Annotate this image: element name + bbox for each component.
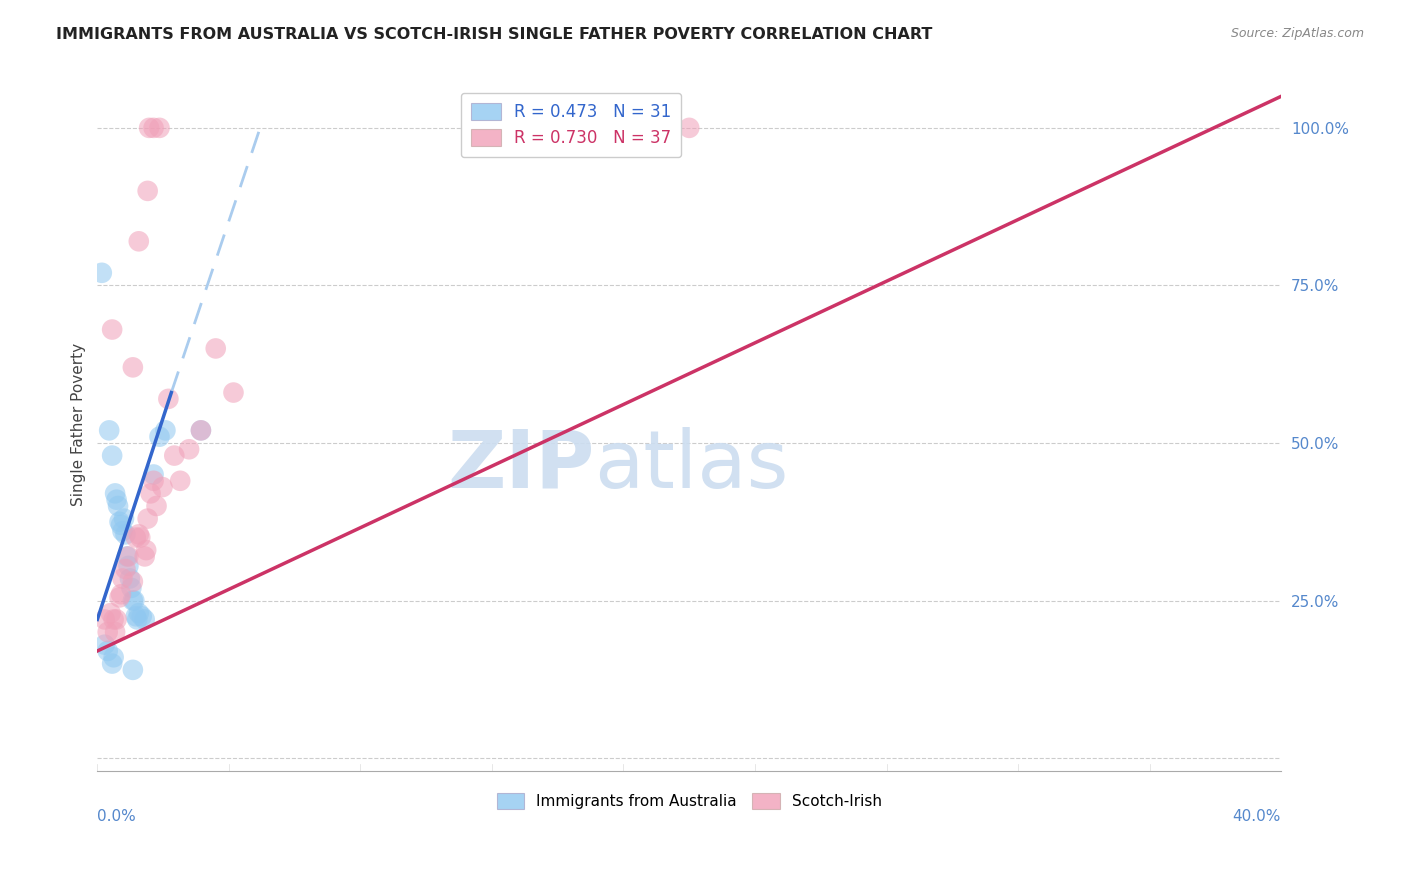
Point bbox=[103, 650, 125, 665]
Text: 0.0%: 0.0% bbox=[97, 809, 136, 824]
Point bbox=[108, 591, 131, 605]
Point bbox=[139, 486, 162, 500]
Point bbox=[127, 612, 149, 626]
Point bbox=[97, 625, 120, 640]
Point bbox=[98, 423, 121, 437]
Point bbox=[117, 549, 139, 564]
Point bbox=[115, 549, 138, 564]
Point bbox=[138, 120, 160, 135]
Point bbox=[145, 499, 167, 513]
Point bbox=[94, 638, 117, 652]
Point bbox=[121, 663, 143, 677]
Point bbox=[129, 531, 152, 545]
Point bbox=[121, 574, 143, 589]
Point bbox=[222, 385, 245, 400]
Point bbox=[125, 531, 148, 545]
Point bbox=[155, 423, 177, 437]
Point bbox=[108, 515, 131, 529]
Point bbox=[105, 492, 128, 507]
Point bbox=[97, 644, 120, 658]
Point bbox=[136, 511, 159, 525]
Point bbox=[131, 609, 153, 624]
Point bbox=[110, 517, 132, 532]
Point bbox=[190, 423, 212, 437]
Point bbox=[112, 511, 135, 525]
Point bbox=[128, 527, 150, 541]
Point bbox=[90, 266, 112, 280]
Point bbox=[169, 474, 191, 488]
Point bbox=[142, 474, 165, 488]
Point bbox=[177, 442, 200, 457]
Text: IMMIGRANTS FROM AUSTRALIA VS SCOTCH-IRISH SINGLE FATHER POVERTY CORRELATION CHAR: IMMIGRANTS FROM AUSTRALIA VS SCOTCH-IRIS… bbox=[56, 27, 932, 42]
Point bbox=[135, 543, 157, 558]
Legend: Immigrants from Australia, Scotch-Irish: Immigrants from Australia, Scotch-Irish bbox=[491, 787, 889, 815]
Point bbox=[142, 120, 165, 135]
Point bbox=[163, 449, 186, 463]
Point bbox=[134, 612, 156, 626]
Point bbox=[142, 467, 165, 482]
Point bbox=[103, 612, 125, 626]
Text: Source: ZipAtlas.com: Source: ZipAtlas.com bbox=[1230, 27, 1364, 40]
Point bbox=[124, 593, 146, 607]
Y-axis label: Single Father Poverty: Single Father Poverty bbox=[72, 343, 86, 506]
Point bbox=[111, 524, 134, 539]
Point bbox=[120, 581, 142, 595]
Point bbox=[107, 499, 129, 513]
Point bbox=[204, 342, 226, 356]
Point bbox=[94, 612, 117, 626]
Point bbox=[148, 120, 170, 135]
Text: atlas: atlas bbox=[595, 426, 789, 505]
Text: 40.0%: 40.0% bbox=[1233, 809, 1281, 824]
Point bbox=[134, 549, 156, 564]
Point bbox=[104, 625, 127, 640]
Point bbox=[128, 235, 150, 249]
Point bbox=[190, 423, 212, 437]
Point bbox=[152, 480, 174, 494]
Point bbox=[136, 184, 159, 198]
Point bbox=[104, 486, 127, 500]
Text: ZIP: ZIP bbox=[447, 426, 595, 505]
Point bbox=[128, 606, 150, 620]
Point bbox=[678, 120, 700, 135]
Point bbox=[101, 322, 124, 336]
Point bbox=[148, 430, 170, 444]
Point bbox=[121, 593, 143, 607]
Point bbox=[114, 527, 136, 541]
Point bbox=[157, 392, 180, 406]
Point bbox=[101, 449, 124, 463]
Point bbox=[125, 609, 148, 624]
Point bbox=[101, 657, 124, 671]
Point bbox=[117, 558, 139, 573]
Point bbox=[118, 572, 141, 586]
Point bbox=[100, 606, 122, 620]
Point bbox=[105, 612, 128, 626]
Point bbox=[114, 562, 136, 576]
Point bbox=[121, 360, 143, 375]
Point bbox=[110, 587, 132, 601]
Point bbox=[111, 572, 134, 586]
